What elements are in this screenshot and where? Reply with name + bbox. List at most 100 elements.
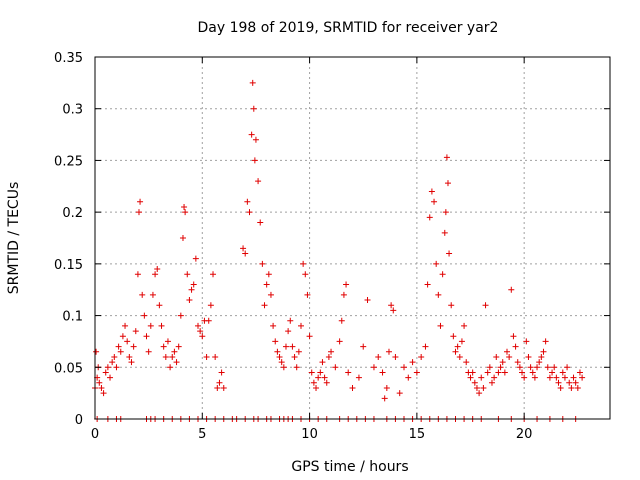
data-point — [300, 260, 307, 267]
data-point — [270, 322, 277, 329]
data-point — [255, 178, 262, 185]
data-point — [418, 353, 425, 360]
data-point — [319, 359, 326, 366]
data-point — [471, 379, 478, 386]
data-point — [167, 364, 174, 371]
data-point — [463, 359, 470, 366]
data-point — [143, 333, 150, 340]
data-point — [139, 291, 146, 298]
data-point — [523, 338, 530, 345]
data-point — [405, 374, 412, 381]
data-point — [154, 266, 161, 273]
data-point — [306, 333, 313, 340]
data-point — [572, 379, 579, 386]
data-point — [383, 384, 390, 391]
data-point — [251, 157, 258, 164]
data-point — [435, 291, 442, 298]
data-point — [184, 271, 191, 278]
data-point — [240, 245, 247, 252]
x-tick-label: 10 — [301, 427, 318, 442]
data-point — [137, 198, 144, 205]
data-point — [293, 364, 300, 371]
data-point — [192, 255, 199, 262]
data-point — [381, 395, 388, 402]
data-point — [132, 328, 139, 335]
data-point — [576, 369, 583, 376]
axis-ticks: 0 5 10 15 20 0 0.05 0.1 0.15 0.2 0.25 0.3 0.35 — [54, 51, 610, 442]
data-point — [109, 359, 116, 366]
data-point — [478, 374, 485, 381]
chart-title: Day 198 of 2019, SRMTID for receiver yar… — [198, 20, 499, 36]
data-point — [282, 343, 289, 350]
data-point — [315, 374, 322, 381]
data-point — [349, 384, 356, 391]
plot-frame — [94, 56, 611, 420]
data-point — [302, 271, 309, 278]
data-point — [135, 209, 142, 216]
data-point — [444, 180, 451, 187]
data-point — [188, 286, 195, 293]
data-point — [332, 364, 339, 371]
data-point — [497, 364, 504, 371]
data-point — [343, 281, 350, 288]
data-point — [169, 353, 176, 360]
data-point — [516, 364, 523, 371]
data-point — [278, 359, 285, 366]
data-point — [248, 131, 255, 138]
data-point — [149, 291, 156, 298]
data-point — [145, 348, 152, 355]
y-tick-label: 0.05 — [54, 361, 83, 376]
data-point — [568, 384, 575, 391]
data-point — [495, 369, 502, 376]
data-point — [280, 364, 287, 371]
data-point — [413, 369, 420, 376]
y-tick-label: 0.35 — [54, 51, 83, 66]
data-point — [117, 348, 124, 355]
data-point — [512, 343, 519, 350]
data-point — [321, 374, 328, 381]
data-point — [538, 353, 545, 360]
data-point — [195, 322, 201, 329]
data-point — [388, 302, 395, 309]
y-tick-label: 0.3 — [62, 103, 83, 118]
data-point — [111, 353, 118, 360]
data-point — [473, 384, 480, 391]
data-point — [298, 322, 304, 329]
x-tick-label: 15 — [409, 427, 426, 442]
data-point — [218, 369, 225, 376]
data-point — [102, 369, 109, 376]
data-point — [291, 353, 298, 360]
data-point — [437, 322, 444, 329]
data-point — [242, 250, 249, 257]
data-point — [486, 364, 493, 371]
data-point — [134, 271, 141, 278]
data-point — [441, 229, 448, 236]
data-point — [561, 374, 568, 381]
data-point — [310, 379, 317, 386]
data-point — [527, 364, 534, 371]
data-point — [553, 374, 560, 381]
data-point — [216, 379, 223, 386]
y-tick-label: 0 — [75, 413, 83, 428]
data-point — [197, 328, 204, 335]
data-point — [508, 286, 515, 293]
data-point — [422, 343, 429, 350]
data-point — [336, 338, 343, 345]
data-point — [456, 353, 463, 360]
data-point — [491, 374, 498, 381]
data-point — [401, 364, 407, 371]
data-point — [171, 348, 178, 355]
data-point — [544, 364, 551, 371]
data-point — [574, 384, 581, 391]
data-point — [220, 384, 227, 391]
data-point — [452, 348, 459, 355]
data-point — [104, 364, 111, 371]
data-point — [261, 302, 268, 309]
data-point — [379, 369, 386, 376]
data-point — [259, 260, 266, 267]
data-point — [246, 209, 253, 216]
data-point — [182, 209, 189, 216]
data-point — [570, 374, 577, 381]
data-point — [212, 353, 219, 360]
